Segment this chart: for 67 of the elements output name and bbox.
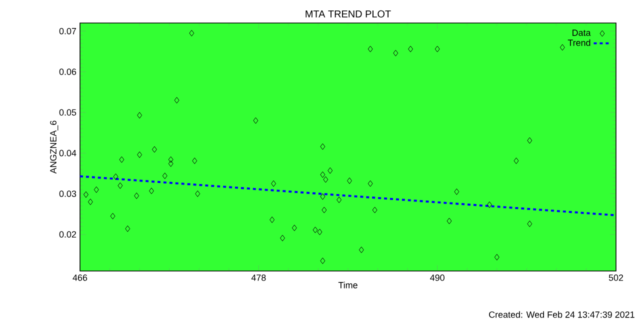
point bbox=[118, 182, 123, 189]
point bbox=[189, 30, 194, 36]
point bbox=[113, 173, 118, 180]
point bbox=[560, 44, 565, 51]
point bbox=[253, 117, 258, 124]
y-axis-title: ANGZNEA_6 bbox=[50, 120, 58, 174]
point bbox=[393, 50, 398, 56]
point bbox=[280, 234, 285, 242]
point bbox=[125, 225, 130, 232]
point bbox=[323, 176, 328, 183]
point bbox=[446, 218, 452, 224]
x-tick-label: 502 bbox=[608, 274, 624, 281]
x-tick-label: 466 bbox=[72, 274, 88, 281]
y-tick-label: 0.03 bbox=[59, 190, 76, 197]
point bbox=[527, 137, 532, 144]
legend-label: Data bbox=[572, 30, 591, 36]
legend-label: Trend bbox=[568, 39, 590, 46]
point bbox=[137, 112, 142, 119]
point bbox=[358, 246, 364, 254]
point bbox=[312, 226, 318, 234]
point bbox=[368, 46, 373, 52]
point bbox=[174, 97, 180, 104]
point bbox=[88, 198, 93, 206]
point bbox=[320, 171, 326, 178]
point bbox=[486, 201, 492, 208]
point bbox=[83, 191, 88, 198]
point bbox=[527, 220, 532, 228]
point bbox=[195, 190, 200, 197]
point bbox=[336, 196, 342, 204]
point bbox=[322, 206, 327, 214]
point bbox=[454, 188, 460, 195]
y-tick-label: 0.04 bbox=[59, 150, 76, 156]
point bbox=[148, 188, 154, 194]
point bbox=[514, 158, 519, 164]
point bbox=[168, 160, 174, 167]
text: Created: Wed Feb 24 13:47:39 2021 bbox=[489, 311, 634, 318]
point bbox=[368, 180, 373, 187]
y-tick-label: 0.07 bbox=[59, 28, 76, 34]
y-tick-label: 0.06 bbox=[59, 68, 76, 75]
point bbox=[152, 146, 157, 153]
point bbox=[347, 178, 352, 184]
point bbox=[328, 167, 333, 174]
point bbox=[408, 46, 414, 52]
x-tick-label: 490 bbox=[430, 274, 444, 281]
point bbox=[320, 258, 326, 264]
point bbox=[137, 151, 142, 158]
point bbox=[320, 143, 326, 150]
point bbox=[271, 180, 276, 187]
point bbox=[119, 156, 124, 163]
point bbox=[162, 172, 168, 180]
point bbox=[320, 193, 326, 200]
y-tick-label: 0.05 bbox=[59, 109, 76, 116]
chart-title: MTA TREND PLOT bbox=[306, 10, 391, 18]
point bbox=[168, 156, 174, 163]
x-axis-title: Time bbox=[338, 282, 358, 288]
point bbox=[494, 254, 500, 260]
point bbox=[110, 212, 116, 220]
point bbox=[434, 46, 440, 52]
point bbox=[192, 158, 198, 164]
point bbox=[94, 186, 99, 193]
point bbox=[270, 216, 275, 224]
y-tick-label: 0.02 bbox=[59, 231, 76, 238]
point bbox=[292, 224, 297, 232]
point bbox=[317, 228, 322, 236]
point bbox=[372, 206, 378, 214]
x-tick-label: 478 bbox=[251, 274, 266, 281]
point bbox=[134, 192, 140, 200]
